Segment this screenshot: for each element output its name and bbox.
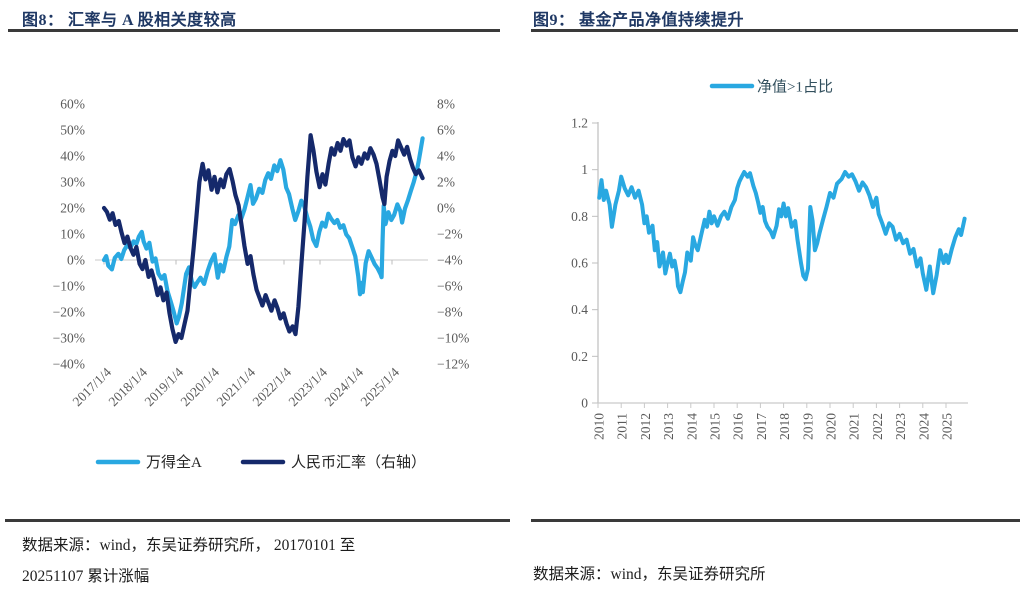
series-line-rmb-fx bbox=[101, 133, 425, 344]
right-axis-tick-label: −10% bbox=[437, 331, 469, 346]
legend-label-wind-all-a: 万得全A bbox=[146, 453, 202, 471]
figure8-title-rule bbox=[8, 29, 500, 32]
right-axis-tick-label: −2% bbox=[437, 227, 463, 242]
left-axis-tick-label: 50% bbox=[60, 123, 85, 138]
x-axis-tick-label: 2022/1/4 bbox=[250, 364, 295, 409]
x-axis-tick-label: 2018/1/4 bbox=[106, 364, 151, 409]
right-axis-tick-label: 2% bbox=[437, 175, 455, 190]
figure8-source-line1: 数据来源：wind，东吴证券研究所， 20170101 至 bbox=[22, 537, 356, 554]
figure9-title: 图9： 基金产品净值持续提升 bbox=[533, 12, 745, 29]
right-axis-tick-label: −8% bbox=[437, 305, 463, 320]
series-line-wind-all-a bbox=[101, 136, 425, 326]
right-axis-tick-label: −12% bbox=[437, 357, 469, 372]
left-axis-tick-label: −30% bbox=[53, 331, 85, 346]
x-axis-tick-label: 2019/1/4 bbox=[142, 364, 187, 409]
right-axis-tick-label: −4% bbox=[437, 253, 463, 268]
right-axis-tick-label: 8% bbox=[437, 97, 455, 112]
figure9-bottom-rule bbox=[531, 519, 1020, 522]
left-axis-tick-label: 60% bbox=[60, 97, 85, 112]
x-axis-tick-label: 2020/1/4 bbox=[178, 364, 223, 409]
right-axis-tick-label: 6% bbox=[437, 123, 455, 138]
left-axis-tick-label: 0% bbox=[67, 253, 85, 268]
left-axis-tick-label: −10% bbox=[53, 279, 85, 294]
right-axis-tick-label: 4% bbox=[437, 149, 455, 164]
x-axis-tick-label: 2024/1/4 bbox=[322, 364, 367, 409]
x-axis-tick-label: 2021/1/4 bbox=[214, 364, 259, 409]
left-axis-tick-label: 40% bbox=[60, 149, 85, 164]
figure8-bottom-rule bbox=[5, 519, 510, 522]
legend-label-rmb-fx: 人民币汇率（右轴） bbox=[291, 454, 426, 471]
figure8-source-line2: 20251107 累计涨幅 bbox=[22, 568, 150, 585]
left-axis-tick-label: −40% bbox=[53, 357, 85, 372]
x-axis-tick-label: 2023/1/4 bbox=[286, 364, 331, 409]
left-axis-tick-label: 30% bbox=[60, 175, 85, 190]
right-axis-tick-label: 0% bbox=[437, 201, 455, 216]
left-axis-tick-label: 10% bbox=[60, 227, 85, 242]
figure9-title-rule bbox=[531, 29, 1018, 32]
left-axis-tick-label: 20% bbox=[60, 201, 85, 216]
right-axis-tick-label: −6% bbox=[437, 279, 463, 294]
left-axis-tick-label: −20% bbox=[53, 305, 85, 320]
figure8-source: 数据来源：wind，东吴证券研究所， 20170101 至 20251107 累… bbox=[22, 530, 355, 592]
figure8-title: 图8： 汇率与 A 股相关度较高 bbox=[22, 12, 237, 29]
x-axis-tick-label: 2025/1/4 bbox=[358, 364, 403, 409]
figure9-source: 数据来源：wind，东吴证券研究所 bbox=[533, 566, 766, 583]
